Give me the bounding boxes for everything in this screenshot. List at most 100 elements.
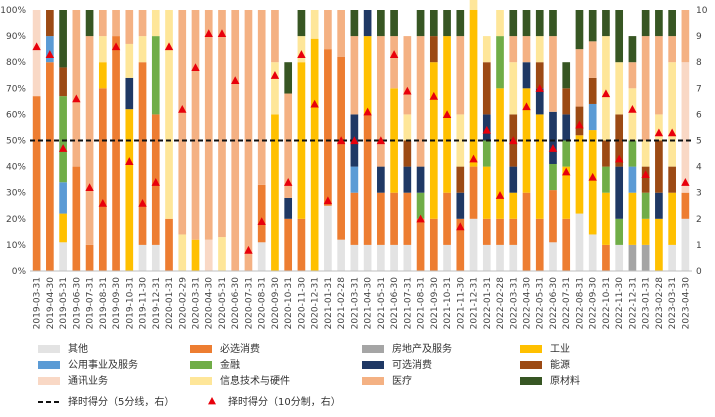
- score-marker: [403, 86, 412, 95]
- bar-segment: [588, 103, 597, 131]
- score-marker: [562, 167, 571, 176]
- bar-segment: [562, 218, 571, 271]
- legend-swatch: [362, 377, 384, 385]
- score-marker: [363, 107, 372, 116]
- bar-segment: [257, 184, 266, 243]
- x-tick-label: 2020-04-30: [205, 277, 215, 330]
- bar-segment: [98, 10, 107, 37]
- bar-segment: [377, 166, 385, 193]
- bar-segment: [456, 192, 465, 219]
- bar-segment: [509, 36, 518, 63]
- bar-segment: [390, 36, 398, 89]
- bar-segment: [535, 10, 544, 37]
- bar-segment: [681, 218, 690, 271]
- bar-segment: [641, 36, 650, 141]
- bar-segment: [535, 62, 544, 89]
- y-left-tick-label: 10%: [6, 241, 26, 251]
- y-left-tick-label: 80%: [6, 58, 26, 68]
- bar-segment: [641, 244, 650, 271]
- score-marker: [389, 50, 399, 58]
- bar-segment: [72, 166, 81, 271]
- legend-label: 医疗: [392, 374, 412, 387]
- x-tick-label: 2021-10-31: [443, 277, 453, 329]
- bar-segment: [85, 10, 94, 37]
- bar-segment: [549, 111, 557, 164]
- bar-segment: [125, 109, 134, 272]
- bar-stacks: [30, 0, 692, 272]
- y-left-tick-label: 40%: [6, 163, 26, 173]
- bar-segment: [496, 88, 504, 219]
- legend-label: 能源: [550, 358, 570, 371]
- bar-segment: [575, 10, 584, 50]
- x-tick-label: 2022-06-30: [549, 277, 559, 330]
- y-right-tick-label: 10: [696, 6, 708, 16]
- x-tick-label: 2020-09-30: [271, 277, 281, 330]
- bar-segment: [429, 10, 438, 37]
- x-tick-label: 2023-01-31: [642, 277, 652, 329]
- bar-segment: [363, 244, 372, 271]
- legend-swatch: [190, 361, 212, 369]
- legend-swatch: [190, 377, 212, 385]
- bar-segment: [496, 218, 504, 245]
- bar-segment: [125, 43, 134, 78]
- x-tick-label: 2019-04-30: [46, 277, 56, 330]
- x-tick-label: 2022-10-31: [602, 277, 612, 329]
- bar-segment: [456, 36, 465, 115]
- x-tick-label: 2021-12-31: [470, 277, 480, 329]
- bar-segment: [655, 36, 663, 115]
- bar-segment: [509, 244, 518, 271]
- bar-segment: [535, 218, 544, 271]
- bar-segment: [363, 36, 372, 115]
- x-tick-label: 2019-06-30: [72, 277, 82, 330]
- bar-segment: [628, 244, 637, 271]
- bar-segment: [496, 10, 504, 37]
- bar-segment: [522, 192, 531, 271]
- score-marker: [442, 110, 452, 118]
- y-left-tick-label: 0%: [12, 267, 27, 277]
- bar-segment: [549, 10, 557, 37]
- bar-segment: [562, 140, 571, 167]
- bar-segment: [655, 140, 663, 193]
- bar-segment: [509, 166, 518, 193]
- bar-segment: [257, 10, 266, 185]
- bar-segment: [377, 36, 385, 167]
- bar-segment: [165, 218, 173, 271]
- y-left-tick-label: 90%: [6, 32, 26, 42]
- bar-segment: [641, 10, 650, 37]
- bar-segment: [602, 244, 610, 271]
- bar-segment: [403, 244, 412, 271]
- bar-segment: [602, 10, 610, 37]
- bar-segment: [284, 93, 293, 198]
- bar-segment: [535, 114, 544, 219]
- score-marker: [204, 29, 213, 38]
- bar-segment: [588, 10, 597, 42]
- y-right-tick-label: 0: [696, 267, 702, 277]
- score-marker: [548, 144, 558, 152]
- bar-segment: [668, 36, 676, 63]
- score-marker: [244, 245, 253, 254]
- score-marker: [614, 154, 624, 163]
- x-tick-label: 2022-03-31: [509, 277, 519, 329]
- bar-segment: [204, 239, 213, 271]
- legend-swatch: [520, 345, 542, 353]
- x-tick-label: 2019-03-31: [33, 277, 43, 329]
- x-tick-label: 2021-11-30: [456, 277, 466, 330]
- x-tick-label: 2022-09-30: [589, 277, 599, 330]
- score-marker: [125, 157, 134, 165]
- bar-segment: [151, 36, 160, 115]
- bar-segment: [482, 62, 491, 115]
- y-right-tick-label: 8: [696, 58, 702, 68]
- bar-segment: [443, 10, 451, 37]
- bar-segment: [403, 140, 412, 167]
- y-right-tick-label: 6: [696, 110, 702, 120]
- x-tick-label: 2023-04-30: [681, 277, 691, 330]
- bar-segment: [204, 10, 213, 240]
- score-marker: [416, 214, 425, 223]
- bar-segment: [377, 244, 385, 271]
- legend-label: 必选消费: [220, 342, 260, 355]
- bar-segment: [575, 49, 584, 107]
- score-marker: [138, 198, 147, 207]
- bar-segment: [59, 96, 67, 183]
- bar-segment: [191, 239, 200, 271]
- legend-label: 择时得分（10分制，右）: [228, 395, 341, 408]
